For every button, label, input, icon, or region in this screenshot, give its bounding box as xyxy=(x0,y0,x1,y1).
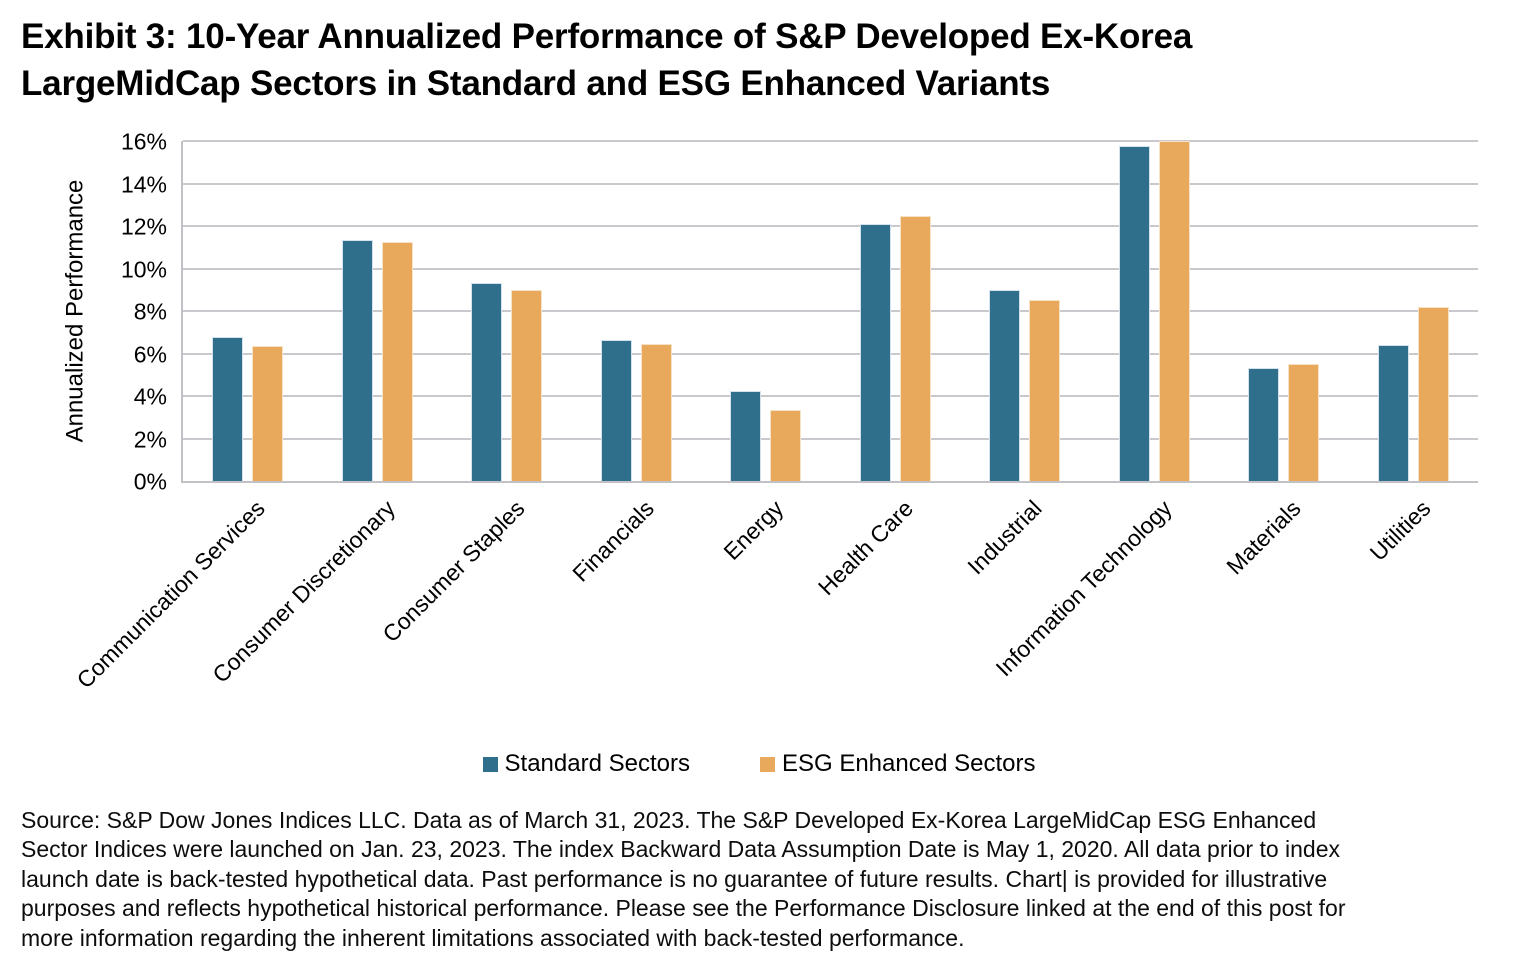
gridline-4 xyxy=(183,395,1478,397)
x-axis-labels: Communication Services Consumer Discretio… xyxy=(0,489,1518,739)
plot-area xyxy=(181,140,1478,483)
legend-label: Standard Sectors xyxy=(504,750,690,777)
x-axis-label: Materials xyxy=(1221,495,1307,580)
legend-label: ESG Enhanced Sectors xyxy=(781,750,1036,777)
source-note-line: Sector Indices were launched on Jan. 23,… xyxy=(21,836,1341,863)
y-tick-label: 8% xyxy=(133,298,167,325)
bar-esg-enhanced-sectors-health-care xyxy=(899,216,931,481)
y-tick-label: 4% xyxy=(133,383,167,410)
y-tick-label: 6% xyxy=(133,341,167,367)
bar-standard-sectors-health-care xyxy=(859,223,891,481)
bar-esg-enhanced-sectors-consumer-discretionary xyxy=(381,241,413,481)
gridline-10 xyxy=(183,267,1478,270)
source-note-line: more information regarding the inherent … xyxy=(21,924,965,951)
gridline-12 xyxy=(183,225,1478,227)
bar-standard-sectors-information-technology xyxy=(1118,146,1150,481)
legend-item-esg-enhanced-sectors: ESG Enhanced Sectors xyxy=(759,750,1036,778)
bar-esg-enhanced-sectors-energy xyxy=(770,409,802,481)
x-axis-label: Health Care xyxy=(812,495,918,601)
gridline-2 xyxy=(183,437,1478,440)
gridline-8 xyxy=(183,310,1478,312)
y-tick-label: 10% xyxy=(120,256,167,282)
bar-standard-sectors-financials xyxy=(600,339,632,481)
legend-item-standard-sectors: Standard Sectors xyxy=(482,750,690,778)
y-tick-label: 12% xyxy=(120,213,167,240)
y-tick-label: 2% xyxy=(133,426,167,452)
bar-standard-sectors-consumer-discretionary xyxy=(341,239,373,481)
gridline-16 xyxy=(183,140,1478,142)
y-tick-label: 16% xyxy=(120,128,167,155)
bar-standard-sectors-consumer-staples xyxy=(471,283,503,481)
x-axis-label: Energy xyxy=(718,495,789,565)
legend-swatch-icon xyxy=(759,756,775,772)
bar-standard-sectors-communication-services xyxy=(212,336,244,481)
bar-esg-enhanced-sectors-communication-services xyxy=(252,346,284,481)
legend-swatch-icon xyxy=(482,756,498,772)
bar-standard-sectors-materials xyxy=(1248,368,1280,481)
bar-standard-sectors-industrial xyxy=(989,289,1021,481)
y-tick-label: 14% xyxy=(120,171,167,197)
bar-esg-enhanced-sectors-industrial xyxy=(1029,300,1061,481)
bar-standard-sectors-utilities xyxy=(1377,345,1409,481)
x-axis-label: Financials xyxy=(567,495,659,587)
gridline-6 xyxy=(183,352,1478,355)
chart-title: Exhibit 3: 10-Year Annualized Performanc… xyxy=(21,17,1193,103)
bar-esg-enhanced-sectors-consumer-staples xyxy=(511,289,543,481)
bar-esg-enhanced-sectors-materials xyxy=(1288,364,1320,481)
x-axis-label: Industrial xyxy=(962,495,1048,580)
gridline-14 xyxy=(183,182,1478,185)
bar-standard-sectors-energy xyxy=(730,390,762,481)
y-tick-label: 0% xyxy=(133,468,167,495)
source-note-line: launch date is back-tested hypothetical … xyxy=(21,865,1328,892)
source-note-line: Source: S&P Dow Jones Indices LLC. Data … xyxy=(21,807,1317,833)
x-axis-label: Consumer Staples xyxy=(376,495,530,648)
source-note: Source: S&P Dow Jones Indices LLC. Data … xyxy=(21,806,1501,953)
bar-esg-enhanced-sectors-financials xyxy=(640,343,672,481)
source-note-line: purposes and reflects hypothetical histo… xyxy=(21,895,1346,922)
x-axis-label: Utilities xyxy=(1364,495,1436,566)
bar-esg-enhanced-sectors-utilities xyxy=(1417,306,1449,481)
y-axis-ticks: 0% 2% 4% 6% 8% 10% 12% 14% 16% xyxy=(0,129,181,495)
bar-esg-enhanced-sectors-information-technology xyxy=(1158,141,1190,481)
legend: Standard Sectors ESG Enhanced Sectors xyxy=(0,750,1518,778)
